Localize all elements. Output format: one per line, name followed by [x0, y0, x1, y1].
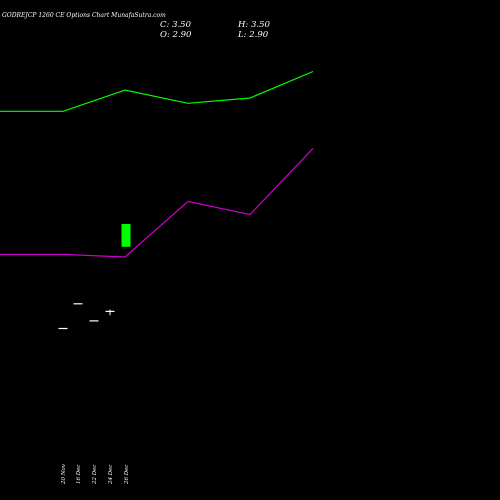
candles: [58, 224, 131, 330]
x-tick-label: 22 Dec: [92, 465, 98, 486]
x-tick-label: 26 Dec: [124, 465, 130, 486]
candle-body: [121, 224, 131, 247]
x-axis-labels: 20 Nov 16 Dec 22 Dec 24 Dec 26 Dec: [61, 463, 130, 485]
x-tick-label: 24 Dec: [108, 465, 114, 486]
x-tick-label: 16 Dec: [76, 465, 82, 485]
open-label: O: 2.90: [160, 30, 192, 40]
low-label: L: 2.90: [237, 30, 269, 40]
indicator-lines: [0, 70, 314, 258]
x-tick-label: 20 Nov: [61, 463, 67, 485]
indicator-line-2: [0, 147, 314, 258]
high-label: H: 3.50: [237, 20, 270, 30]
indicator-line-1: [0, 70, 314, 112]
candle: [121, 224, 131, 247]
chart-title: GODREJCP 1260 CE Options Chart MunafaSut…: [2, 12, 166, 19]
close-label: C: 3.50: [160, 20, 192, 30]
candle: [105, 309, 115, 316]
